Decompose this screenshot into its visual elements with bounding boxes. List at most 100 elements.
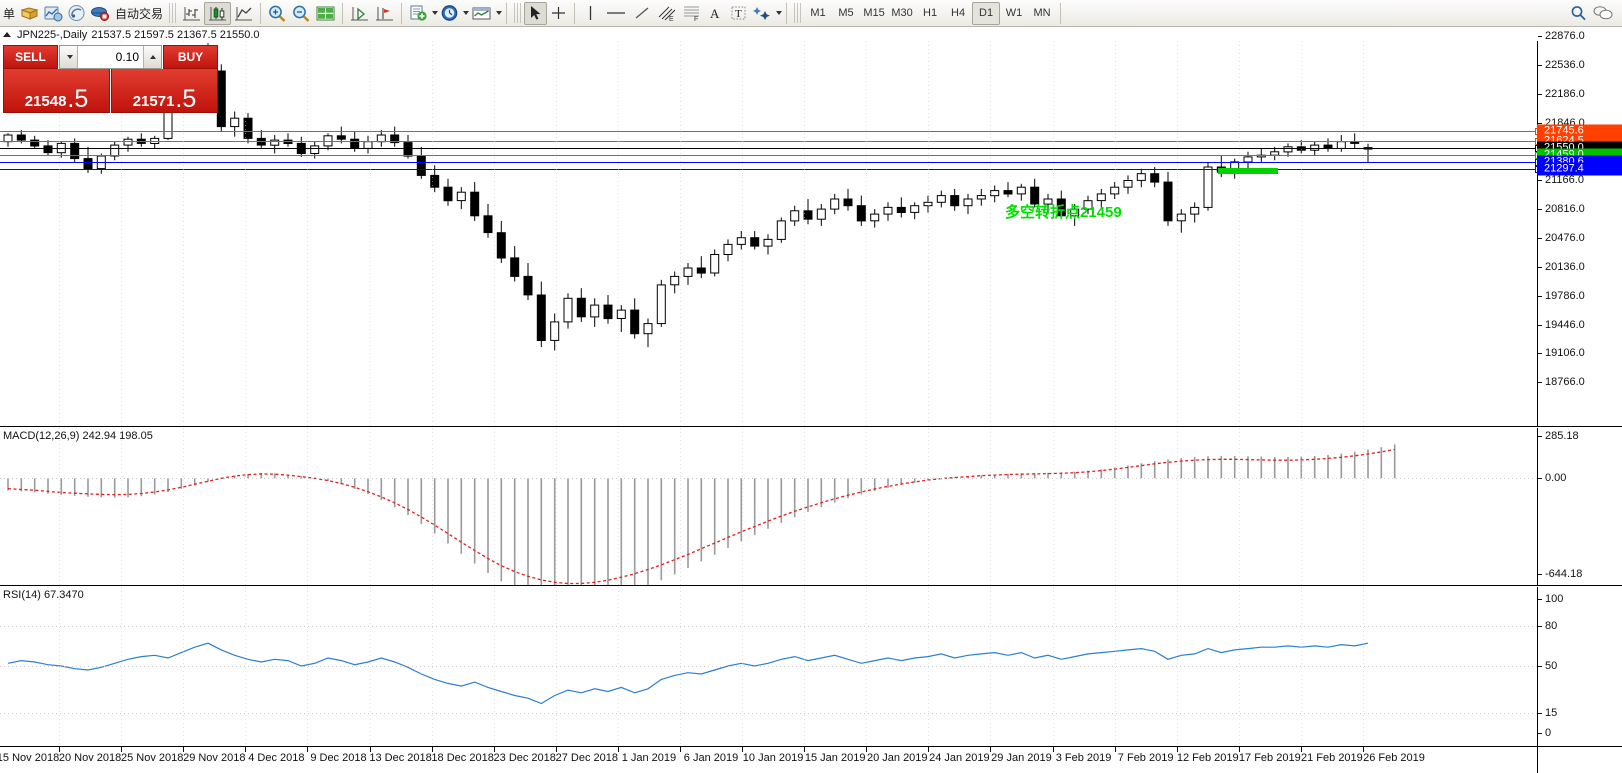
price-y-tick: 20476.0 bbox=[1538, 232, 1585, 244]
price-plot-area[interactable] bbox=[0, 41, 1537, 426]
vertical-gridline bbox=[307, 428, 309, 585]
timeframe-h4[interactable]: H4 bbox=[951, 7, 966, 19]
volume-dropdown-icon[interactable] bbox=[60, 46, 78, 68]
time-axis-tick-mark bbox=[804, 747, 806, 752]
vertical-gridline bbox=[804, 587, 806, 746]
price-level-line[interactable] bbox=[0, 158, 1542, 166]
folder-icon[interactable] bbox=[18, 2, 41, 25]
timeframe-d1[interactable]: D1 bbox=[972, 1, 1001, 25]
autotrade-label[interactable]: 自动交易 bbox=[115, 6, 164, 21]
time-axis[interactable]: 15 Nov 2018 20 Nov 2018 25 Nov 2018 29 Nov … bbox=[0, 747, 1622, 773]
rsi-plot-area[interactable] bbox=[0, 587, 1537, 746]
volume-input[interactable]: 0.10 bbox=[115, 50, 139, 64]
templates-icon[interactable] bbox=[469, 2, 494, 25]
price-y-tick: 22536.0 bbox=[1538, 59, 1585, 71]
macd-y-axis[interactable]: 285.18 0.00 -644.18 bbox=[1537, 428, 1622, 585]
timeframe-h1[interactable]: H1 bbox=[923, 7, 938, 19]
line-chart-icon[interactable] bbox=[231, 2, 256, 25]
vertical-gridline bbox=[1176, 587, 1178, 746]
svg-text:A: A bbox=[710, 6, 720, 21]
timeframe-w1[interactable]: W1 bbox=[1005, 7, 1023, 19]
indicators-icon[interactable] bbox=[406, 2, 430, 25]
search-icon[interactable] bbox=[1567, 2, 1590, 25]
time-axis-tick: 15 Nov 2018 bbox=[0, 752, 60, 764]
price-level-line[interactable] bbox=[0, 165, 1542, 173]
vertical-gridline bbox=[369, 587, 371, 746]
price-y-axis[interactable]: 22876.0 22536.0 22186.0 21846.0 21166.0 20816… bbox=[1537, 30, 1622, 426]
vertical-gridline bbox=[1052, 587, 1054, 746]
volume-stepper[interactable]: 0.10 bbox=[59, 45, 162, 69]
one-click-trading-panel[interactable]: SELL 0.10 BUY 21548 .5 21571 .5 bbox=[3, 45, 218, 113]
chart-shift-icon[interactable] bbox=[372, 2, 397, 25]
text-label-icon[interactable]: A bbox=[704, 2, 727, 25]
buy-price-frac: .5 bbox=[175, 84, 197, 113]
new-order-icon[interactable] bbox=[41, 2, 65, 25]
time-axis-tick: 26 Feb 2019 bbox=[1363, 752, 1425, 764]
svg-text:T: T bbox=[735, 8, 742, 20]
price-level-line[interactable] bbox=[0, 128, 1542, 136]
green-highlight-bar[interactable] bbox=[1218, 168, 1278, 174]
rsi-y-axis[interactable]: 100 80 50 15 0 bbox=[1537, 587, 1622, 746]
volume-increment-icon[interactable] bbox=[143, 46, 161, 68]
time-axis-tick: 9 Dec 2018 bbox=[310, 752, 367, 764]
fibonacci-icon[interactable]: F bbox=[679, 2, 704, 25]
grid-icon[interactable] bbox=[313, 2, 338, 25]
sell-button[interactable]: SELL bbox=[3, 45, 58, 69]
price-chart-pane[interactable]: 22876.0 22536.0 22186.0 21846.0 21166.0 20816… bbox=[0, 30, 1622, 427]
equidistant-channel-icon[interactable]: E bbox=[654, 2, 679, 25]
cursor-icon[interactable] bbox=[524, 1, 548, 25]
price-level-tag[interactable]: 21297.4 bbox=[1537, 162, 1622, 176]
vertical-gridline bbox=[617, 428, 619, 585]
rsi-pane[interactable]: RSI(14) 67.3470 100 80 50 15 0 bbox=[0, 587, 1622, 747]
macd-pane[interactable]: MACD(12,26,9) 242.94 198.05 285.18 0.00 -6… bbox=[0, 428, 1622, 586]
toolbar-grip[interactable] bbox=[794, 3, 802, 23]
vertical-gridline bbox=[369, 428, 371, 585]
chevron-down-icon[interactable] bbox=[776, 11, 783, 15]
objects-icon[interactable] bbox=[750, 2, 774, 25]
autoscroll-icon[interactable] bbox=[347, 2, 372, 25]
time-axis-tick-mark bbox=[307, 747, 309, 752]
period-icon[interactable] bbox=[438, 2, 461, 25]
timeframe-mn[interactable]: MN bbox=[1033, 7, 1051, 19]
buy-button[interactable]: BUY bbox=[163, 45, 218, 69]
text-icon[interactable]: T bbox=[727, 2, 750, 25]
bar-chart-icon[interactable] bbox=[179, 2, 204, 25]
vertical-gridline bbox=[990, 428, 992, 585]
vertical-gridline bbox=[742, 428, 744, 585]
vertical-gridline bbox=[1238, 587, 1240, 746]
vertical-gridline bbox=[59, 587, 61, 746]
toolbar-grip[interactable] bbox=[169, 3, 177, 23]
timeframe-m1[interactable]: M1 bbox=[810, 7, 826, 19]
vertical-gridline bbox=[1362, 428, 1364, 585]
price-level-line[interactable] bbox=[0, 144, 1542, 152]
price-level-line[interactable] bbox=[0, 138, 1542, 146]
chevron-down-icon[interactable] bbox=[432, 11, 439, 15]
toolbar-grip[interactable] bbox=[514, 3, 522, 23]
toolbar-separator bbox=[506, 2, 508, 24]
chevron-down-icon[interactable] bbox=[463, 11, 470, 15]
time-axis-tick: 7 Feb 2019 bbox=[1117, 752, 1174, 764]
signal-icon[interactable] bbox=[65, 2, 88, 25]
chat-icon[interactable] bbox=[1590, 2, 1616, 25]
crosshair-icon[interactable] bbox=[547, 2, 570, 25]
autotrade-icon[interactable] bbox=[88, 2, 112, 25]
buy-price[interactable]: 21571 .5 bbox=[111, 69, 218, 113]
vertical-line-icon[interactable] bbox=[579, 2, 602, 25]
price-level-tag[interactable]: 21745.6 bbox=[1537, 124, 1622, 138]
zoom-out-icon[interactable] bbox=[289, 2, 313, 25]
chevron-down-icon[interactable] bbox=[496, 11, 503, 15]
trend-line-icon[interactable] bbox=[630, 2, 654, 25]
timeframe-m30[interactable]: M30 bbox=[891, 7, 913, 19]
zoom-in-icon[interactable] bbox=[265, 2, 289, 25]
sell-price[interactable]: 21548 .5 bbox=[3, 69, 110, 113]
collapse-triangle-icon[interactable] bbox=[3, 32, 11, 37]
vertical-gridline bbox=[121, 428, 123, 585]
horizontal-line-icon[interactable] bbox=[602, 2, 630, 25]
chart-annotation-text[interactable]: 多空转折点21459 bbox=[1005, 204, 1122, 221]
price-level-line[interactable] bbox=[0, 152, 1542, 160]
vertical-gridline bbox=[431, 428, 433, 585]
timeframe-m5[interactable]: M5 bbox=[838, 7, 854, 19]
timeframe-m15[interactable]: M15 bbox=[863, 7, 885, 19]
macd-plot-area[interactable] bbox=[0, 428, 1537, 585]
candlestick-chart-icon[interactable] bbox=[204, 1, 232, 25]
